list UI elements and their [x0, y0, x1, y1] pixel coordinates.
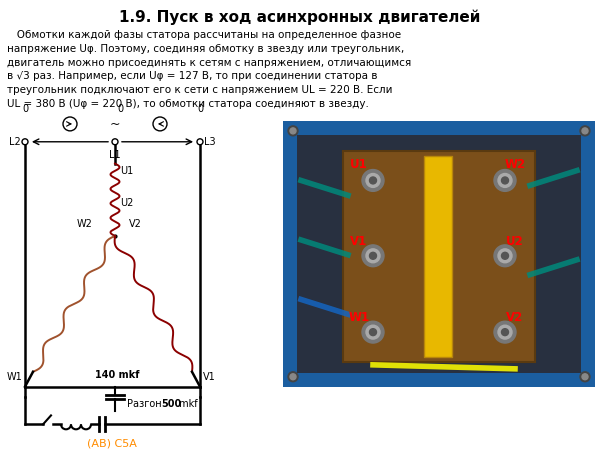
Text: U2: U2: [120, 198, 133, 208]
Circle shape: [502, 252, 509, 259]
Circle shape: [580, 126, 590, 136]
Text: треугольник подключают его к сети с напряжением UL = 220 В. Если: треугольник подключают его к сети с напр…: [7, 85, 392, 95]
Circle shape: [362, 245, 384, 267]
Text: V2: V2: [129, 219, 142, 229]
Text: V1: V1: [350, 235, 368, 248]
Circle shape: [370, 177, 377, 184]
Text: напряжение Uφ. Поэтому, соединяя обмотку в звезду или треугольник,: напряжение Uφ. Поэтому, соединяя обмотку…: [7, 44, 404, 54]
Circle shape: [370, 328, 377, 336]
Text: W1: W1: [349, 311, 370, 324]
Circle shape: [366, 174, 380, 187]
Text: L1: L1: [109, 150, 121, 160]
Text: U1: U1: [120, 166, 133, 176]
Circle shape: [370, 252, 377, 259]
Text: 1.9. Пуск в ход асинхронных двигателей: 1.9. Пуск в ход асинхронных двигателей: [119, 10, 481, 25]
Text: Обмотки каждой фазы статора рассчитаны на определенное фазное: Обмотки каждой фазы статора рассчитаны н…: [7, 30, 401, 40]
Text: W1: W1: [6, 372, 22, 382]
Circle shape: [290, 128, 296, 134]
Text: в √3 раз. Например, если Uφ = 127 В, то при соединении статора в: в √3 раз. Например, если Uφ = 127 В, то …: [7, 72, 377, 81]
FancyBboxPatch shape: [297, 135, 581, 373]
Text: 500: 500: [161, 399, 181, 409]
Circle shape: [290, 374, 296, 380]
Circle shape: [362, 321, 384, 343]
FancyBboxPatch shape: [424, 156, 452, 357]
Text: U2: U2: [506, 235, 524, 248]
Circle shape: [366, 249, 380, 263]
Text: U1: U1: [350, 158, 368, 171]
Text: 0: 0: [197, 104, 203, 114]
Text: mkf: mkf: [176, 399, 197, 409]
Text: двигатель можно присоединять к сетям с напряжением, отличающимся: двигатель можно присоединять к сетям с н…: [7, 58, 411, 68]
Circle shape: [502, 328, 509, 336]
Circle shape: [582, 374, 588, 380]
Text: 0: 0: [22, 104, 28, 114]
Circle shape: [498, 325, 512, 339]
FancyBboxPatch shape: [343, 151, 535, 362]
Circle shape: [498, 249, 512, 263]
Circle shape: [494, 321, 516, 343]
Circle shape: [288, 126, 298, 136]
Circle shape: [502, 177, 509, 184]
Circle shape: [580, 372, 590, 382]
Circle shape: [288, 372, 298, 382]
FancyBboxPatch shape: [283, 121, 595, 387]
Circle shape: [582, 128, 588, 134]
Text: 0: 0: [117, 104, 123, 114]
Text: V2: V2: [506, 311, 524, 324]
Circle shape: [366, 325, 380, 339]
Text: L2: L2: [9, 137, 21, 147]
Text: UL = 380 В (Uφ = 220 В), то обмотки статора соединяют в звезду.: UL = 380 В (Uφ = 220 В), то обмотки стат…: [7, 99, 369, 109]
Circle shape: [498, 174, 512, 187]
Text: Разгон: Разгон: [127, 399, 165, 409]
Text: V1: V1: [203, 372, 216, 382]
Text: 140 mkf: 140 mkf: [95, 370, 139, 380]
Circle shape: [494, 245, 516, 267]
Circle shape: [362, 170, 384, 191]
Text: W2: W2: [505, 158, 526, 171]
Text: W2: W2: [77, 219, 93, 229]
Text: (АВ) С5А: (АВ) С5А: [87, 438, 137, 448]
Text: ~: ~: [110, 117, 120, 130]
Text: L3: L3: [204, 137, 215, 147]
Circle shape: [494, 170, 516, 191]
